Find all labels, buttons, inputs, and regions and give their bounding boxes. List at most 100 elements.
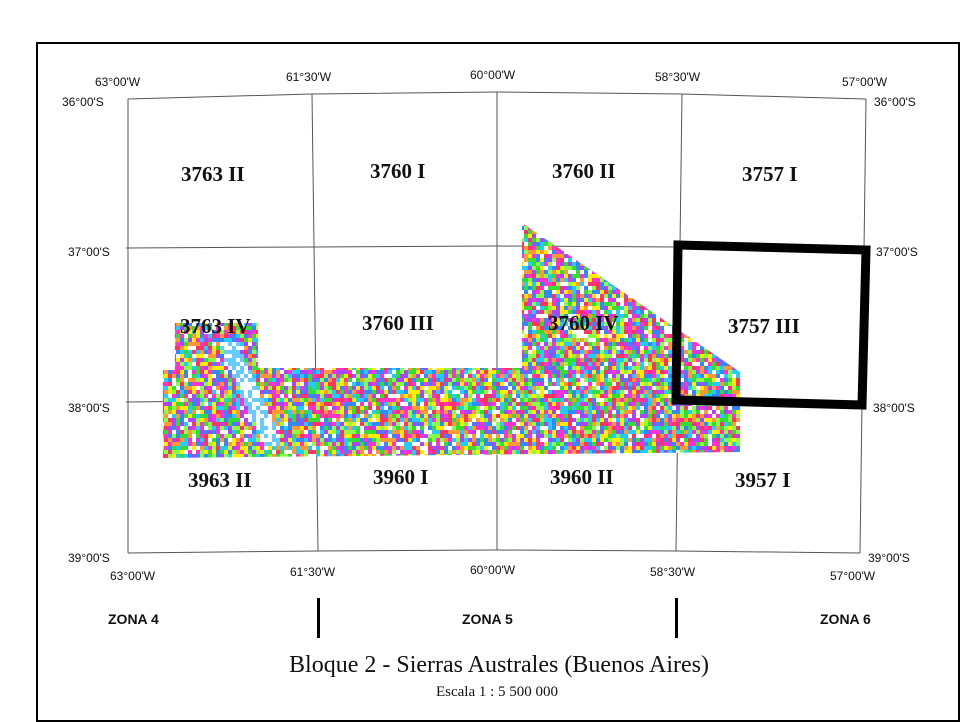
data-pixel [408,238,412,242]
data-pixel [636,322,640,326]
data-pixel [404,222,408,226]
data-pixel [576,274,580,278]
data-pixel [368,238,372,242]
data-pixel [236,354,240,358]
data-pixel [588,258,592,262]
data-pixel [256,230,260,234]
data-pixel [248,274,252,278]
data-pixel [668,334,672,338]
data-pixel [208,342,212,346]
data-pixel [244,298,248,302]
data-pixel [696,222,700,226]
data-pixel [328,254,332,258]
data-pixel [548,226,552,230]
data-pixel [520,230,524,234]
data-pixel [332,250,336,254]
data-pixel [444,290,448,294]
data-pixel [408,242,412,246]
data-pixel [332,330,336,334]
data-pixel [512,298,516,302]
data-pixel [168,342,172,346]
data-pixel [536,246,540,250]
data-pixel [304,226,308,230]
data-pixel [252,234,256,238]
data-pixel [240,226,244,230]
data-pixel [540,250,544,254]
data-pixel [624,266,628,270]
data-pixel [564,266,568,270]
data-pixel [388,338,392,342]
data-pixel [588,290,592,294]
data-pixel [520,322,524,326]
data-pixel [640,342,644,346]
data-pixel [188,282,192,286]
data-pixel [364,346,368,350]
data-pixel [704,338,708,342]
data-pixel [416,354,420,358]
data-pixel [340,298,344,302]
data-pixel [584,298,588,302]
data-pixel [708,250,712,254]
data-pixel [232,238,236,242]
data-pixel [648,266,652,270]
data-pixel [192,226,196,230]
data-pixel [300,350,304,354]
data-pixel [432,350,436,354]
data-pixel [488,226,492,230]
data-pixel [436,222,440,226]
data-pixel [520,286,524,290]
data-pixel [440,346,444,350]
data-pixel [192,306,196,310]
data-pixel [292,306,296,310]
data-pixel [484,342,488,346]
data-pixel [324,254,328,258]
data-pixel [444,270,448,274]
data-pixel [552,250,556,254]
data-pixel [220,342,224,346]
data-pixel [644,314,648,318]
data-pixel [596,234,600,238]
data-pixel [364,306,368,310]
data-pixel [256,330,260,334]
data-pixel [224,258,228,262]
data-pixel [208,302,212,306]
data-pixel [228,302,232,306]
data-pixel [444,278,448,282]
data-pixel [268,310,272,314]
data-pixel [448,242,452,246]
data-pixel [692,354,696,358]
data-pixel [652,234,656,238]
data-pixel [448,278,452,282]
data-pixel [272,314,276,318]
data-pixel [184,238,188,242]
data-pixel [300,302,304,306]
data-pixel [244,350,248,354]
data-pixel [720,318,724,322]
data-pixel [500,254,504,258]
data-pixel [240,290,244,294]
data-pixel [712,294,716,298]
data-pixel [216,262,220,266]
data-pixel [320,282,324,286]
data-pixel [652,262,656,266]
data-pixel [204,338,208,342]
data-pixel [484,250,488,254]
data-pixel [576,350,580,354]
data-pixel [324,338,328,342]
data-pixel [260,250,264,254]
data-pixel [212,294,216,298]
data-pixel [236,238,240,242]
data-pixel [612,306,616,310]
data-pixel [228,342,232,346]
data-pixel [544,294,548,298]
data-pixel [180,278,184,282]
data-pixel [384,342,388,346]
data-pixel [568,290,572,294]
data-pixel [484,306,488,310]
data-pixel [180,286,184,290]
data-pixel [564,354,568,358]
data-pixel [456,350,460,354]
data-pixel [360,222,364,226]
data-pixel [508,262,512,266]
data-pixel [324,286,328,290]
